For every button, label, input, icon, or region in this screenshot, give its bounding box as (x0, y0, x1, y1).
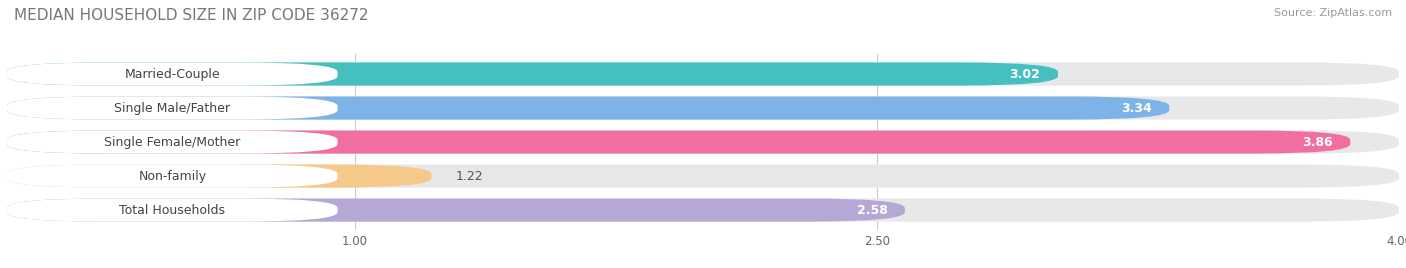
Text: 3.34: 3.34 (1121, 102, 1152, 114)
Text: Total Households: Total Households (120, 204, 225, 217)
Text: 1.22: 1.22 (456, 170, 484, 183)
FancyBboxPatch shape (7, 165, 337, 188)
Text: Married-Couple: Married-Couple (125, 68, 221, 80)
FancyBboxPatch shape (7, 96, 337, 120)
FancyBboxPatch shape (7, 199, 337, 222)
FancyBboxPatch shape (7, 62, 337, 85)
FancyBboxPatch shape (7, 131, 1399, 154)
Text: 2.58: 2.58 (856, 204, 887, 217)
FancyBboxPatch shape (7, 165, 1399, 188)
FancyBboxPatch shape (7, 62, 1057, 85)
Text: Single Male/Father: Single Male/Father (114, 102, 231, 114)
FancyBboxPatch shape (7, 96, 1170, 120)
FancyBboxPatch shape (7, 131, 337, 154)
FancyBboxPatch shape (7, 199, 1399, 222)
Text: MEDIAN HOUSEHOLD SIZE IN ZIP CODE 36272: MEDIAN HOUSEHOLD SIZE IN ZIP CODE 36272 (14, 8, 368, 23)
Text: Single Female/Mother: Single Female/Mother (104, 136, 240, 148)
FancyBboxPatch shape (7, 62, 1399, 85)
Text: Source: ZipAtlas.com: Source: ZipAtlas.com (1274, 8, 1392, 18)
Text: 3.02: 3.02 (1010, 68, 1040, 80)
FancyBboxPatch shape (7, 131, 1350, 154)
FancyBboxPatch shape (7, 96, 1399, 120)
FancyBboxPatch shape (7, 165, 432, 188)
FancyBboxPatch shape (7, 199, 905, 222)
Text: 3.86: 3.86 (1302, 136, 1333, 148)
Text: Non-family: Non-family (138, 170, 207, 183)
